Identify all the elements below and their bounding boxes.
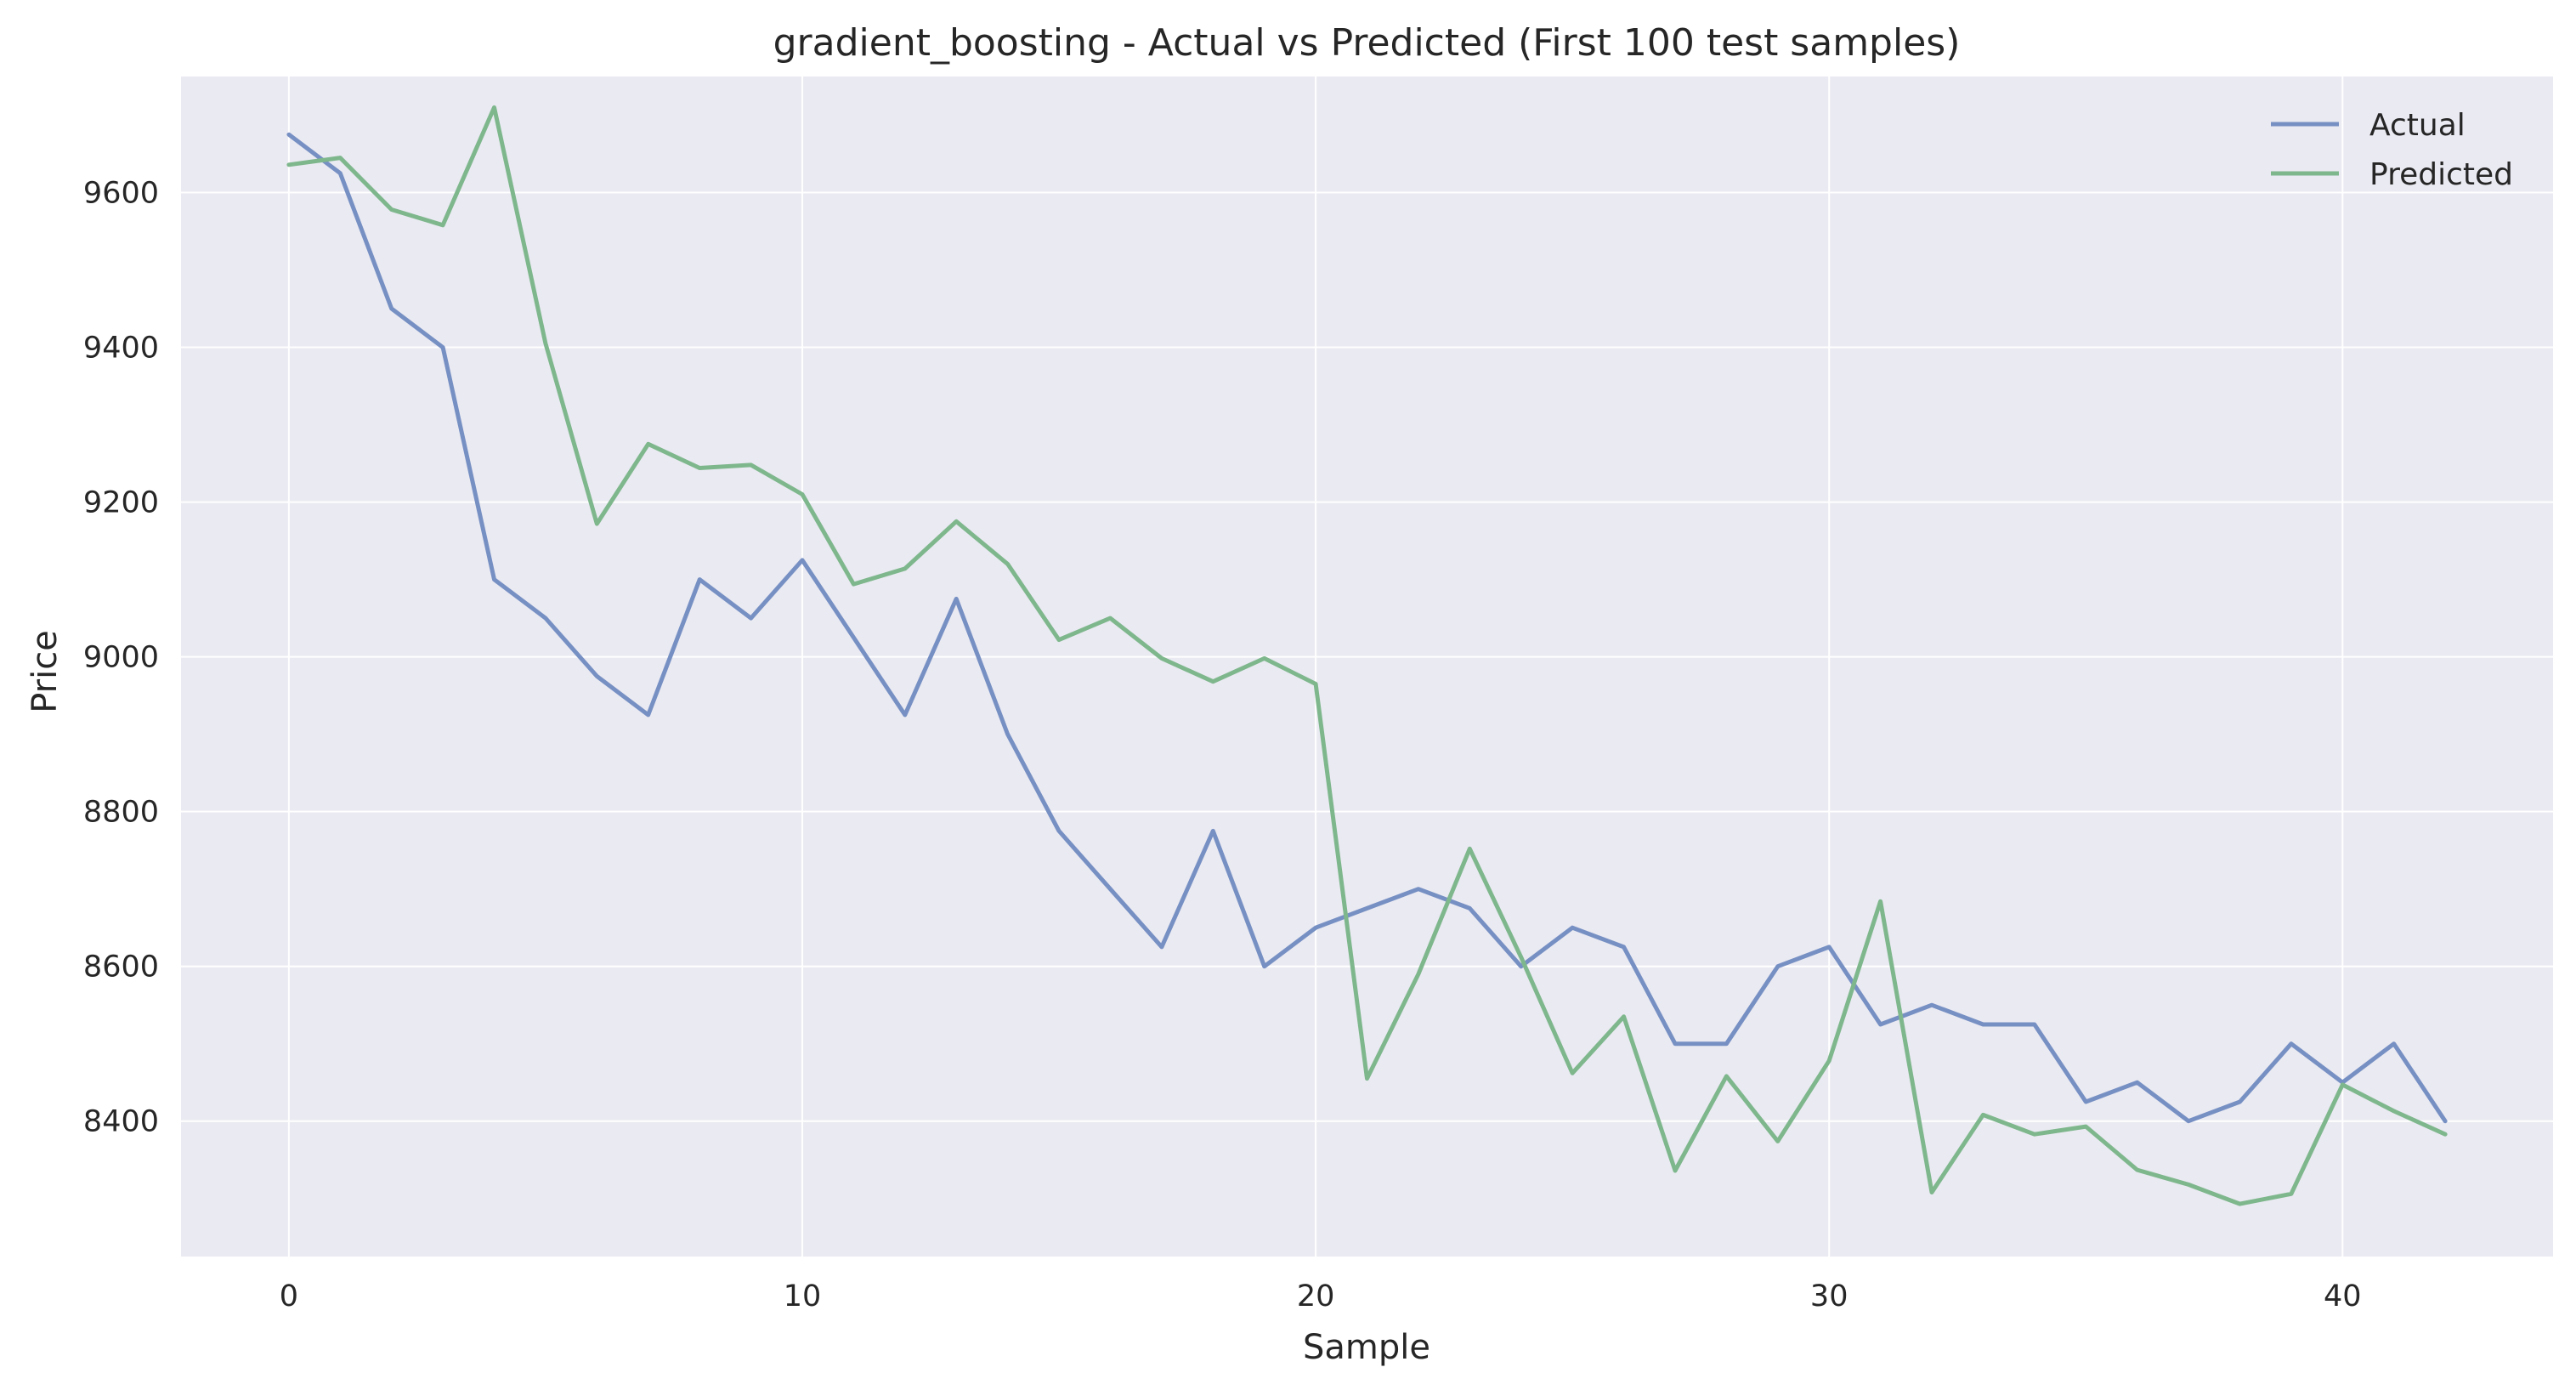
- series-lines: [286, 105, 2448, 1206]
- x-tick-label: 20: [1297, 1279, 1335, 1313]
- y-tick-label: 8600: [83, 950, 159, 984]
- y-tick-label: 8400: [83, 1105, 159, 1139]
- series-line-predicted: [286, 105, 2448, 1206]
- y-tick-label: 9000: [83, 641, 159, 675]
- y-tick-label: 8800: [83, 796, 159, 830]
- x-tick-label: 40: [2324, 1279, 2362, 1313]
- grid-lines: [181, 77, 2553, 1257]
- y-axis-label: Price: [25, 630, 65, 713]
- series-line-actual: [286, 132, 2448, 1124]
- chart-title: gradient_boosting - Actual vs Predicted …: [773, 21, 1961, 65]
- legend: Actual Predicted: [2271, 108, 2513, 192]
- y-tick-label: 9400: [83, 332, 159, 366]
- y-tick-label: 9200: [83, 486, 159, 520]
- legend-label-actual: Actual: [2369, 108, 2466, 143]
- x-tick-label: 10: [784, 1279, 822, 1313]
- legend-label-predicted: Predicted: [2369, 157, 2513, 192]
- y-tick-label: 9600: [83, 177, 159, 211]
- tick-labels: 0 10 20 30 40 8400 8600 8800 9000 9200 9400 9600: [83, 177, 2362, 1313]
- x-tick-label: 0: [280, 1279, 298, 1313]
- x-axis-label: Sample: [1303, 1328, 1430, 1367]
- x-tick-label: 30: [1810, 1279, 1848, 1313]
- plot-background: [181, 77, 2553, 1257]
